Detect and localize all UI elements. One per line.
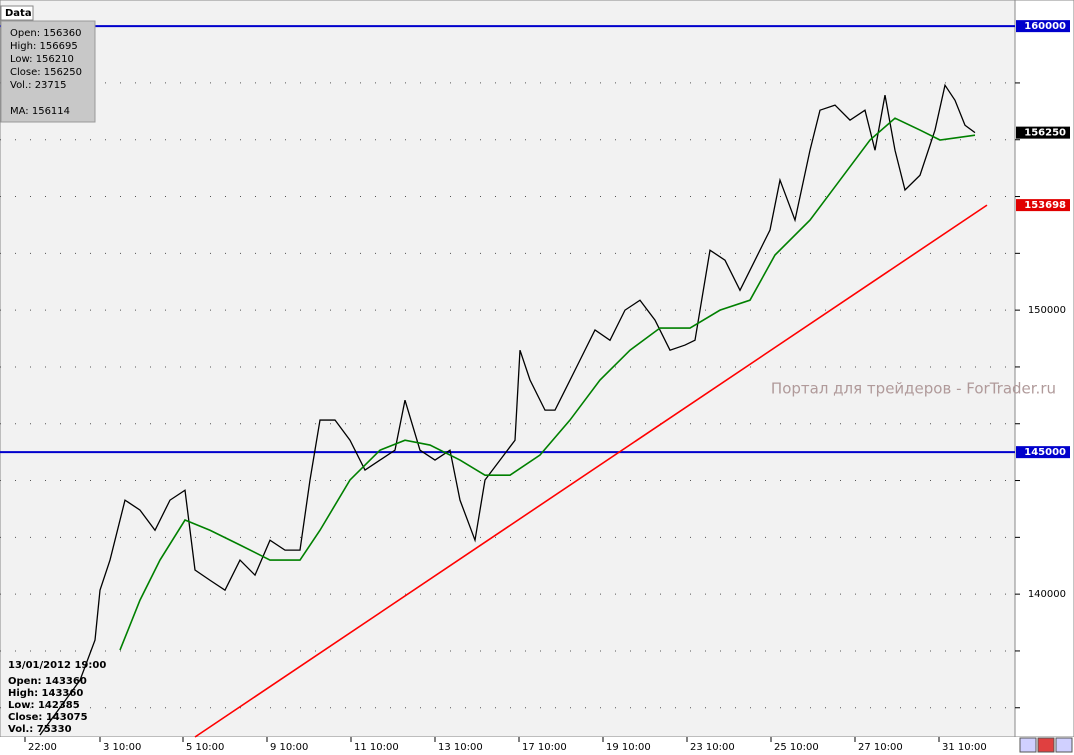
x-tick-label: 17 10:00 <box>522 742 567 753</box>
y-axis-panel <box>1014 0 1074 738</box>
data-window <box>0 20 96 123</box>
scroll-button[interactable] <box>1019 737 1037 753</box>
x-tick-label: 23 10:00 <box>690 742 735 753</box>
cursor-info-line: Close: 143075 <box>8 712 88 723</box>
data-window-line: Open: 156360 <box>10 28 81 39</box>
cursor-info-line: Open: 143360 <box>8 676 87 687</box>
price-marker-label: 156250 <box>1024 128 1066 139</box>
x-tick-label: 19 10:00 <box>606 742 651 753</box>
level-label: 160000 <box>1024 21 1066 32</box>
series-line <box>119 117 976 651</box>
x-tick-label: 22:00 <box>28 742 57 753</box>
scroll-button[interactable] <box>1055 737 1073 753</box>
y-tick-label: 150000 <box>1028 305 1066 316</box>
x-tick-label: 5 10:00 <box>186 742 224 753</box>
x-tick-label: 13 10:00 <box>438 742 483 753</box>
x-tick-label: 11 10:00 <box>354 742 399 753</box>
data-window-line: High: 156695 <box>10 41 78 52</box>
data-window-line: Close: 156250 <box>10 67 82 78</box>
x-tick-label: 9 10:00 <box>270 742 308 753</box>
price-marker <box>1016 126 1070 139</box>
level-box <box>1016 446 1070 459</box>
cursor-info-line: Low: 142385 <box>8 700 80 711</box>
data-window-line: Vol.: 23715 <box>10 80 67 91</box>
watermark: Портал для трейдеров - ForTrader.ru <box>771 380 1056 398</box>
x-tick-label: 27 10:00 <box>858 742 903 753</box>
level-box <box>1016 20 1070 33</box>
series-line <box>39 83 976 736</box>
series-line <box>194 204 988 738</box>
scroll-button[interactable] <box>1037 737 1055 753</box>
data-tab-label: Data <box>5 8 32 19</box>
x-tick-label: 3 10:00 <box>103 742 141 753</box>
cursor-info-line: Vol.: 75330 <box>8 724 72 735</box>
data-tab[interactable] <box>0 5 34 21</box>
data-window-line: Low: 156210 <box>10 54 74 65</box>
level-label: 145000 <box>1024 447 1066 458</box>
x-tick-label: 31 10:00 <box>942 742 987 753</box>
price-marker-label: 153698 <box>1024 200 1066 211</box>
x-tick-label: 25 10:00 <box>774 742 819 753</box>
plot-area <box>0 0 1016 738</box>
data-window-line: MA: 156114 <box>10 106 70 117</box>
cursor-info-line: 13/01/2012 19:00 <box>8 660 106 671</box>
y-tick-label: 140000 <box>1028 589 1066 600</box>
x-axis-panel <box>0 737 1074 755</box>
cursor-info-line: High: 143360 <box>8 688 83 699</box>
price-marker <box>1016 199 1070 212</box>
